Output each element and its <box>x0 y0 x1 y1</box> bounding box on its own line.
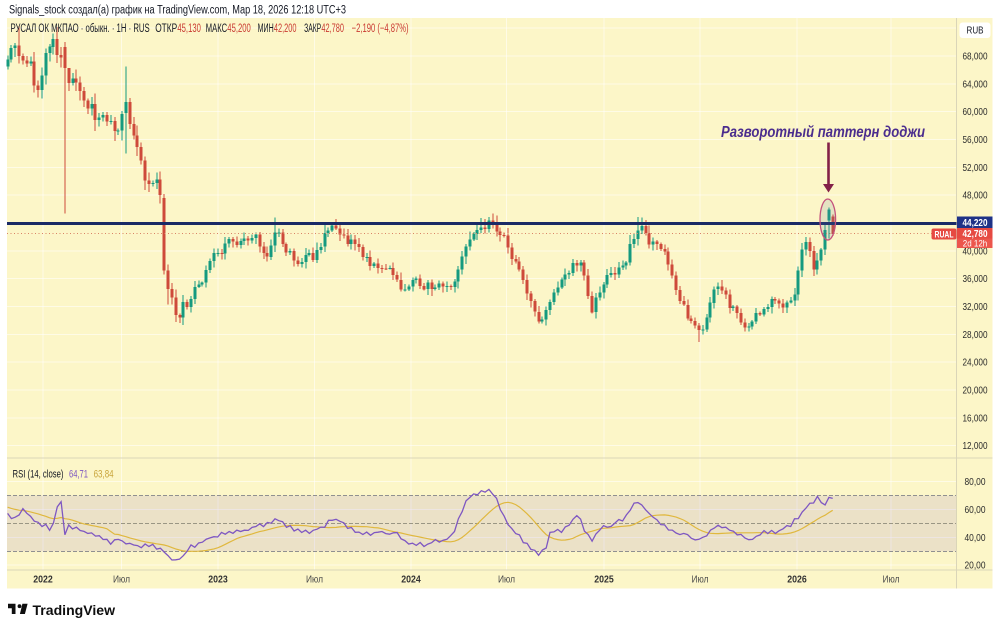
svg-text:2023: 2023 <box>208 574 228 586</box>
svg-text:RUB: RUB <box>967 25 984 37</box>
svg-text:RSI (14, close): RSI (14, close) <box>13 469 64 481</box>
svg-text:52,000: 52,000 <box>963 162 988 174</box>
svg-text:60,00: 60,00 <box>965 504 986 516</box>
svg-text:−2,190 (−4,87%): −2,190 (−4,87%) <box>352 23 409 35</box>
svg-text:24,000: 24,000 <box>963 357 988 369</box>
svg-text:2d 12h: 2d 12h <box>963 238 988 249</box>
svg-text:45,130: 45,130 <box>177 23 201 35</box>
svg-text:42,780: 42,780 <box>963 228 988 240</box>
svg-text:44,220: 44,220 <box>963 217 988 229</box>
svg-text:32,000: 32,000 <box>963 301 988 313</box>
svg-text:Разворотный паттерн доджи: Разворотный паттерн доджи <box>721 124 925 141</box>
svg-text:Июл: Июл <box>113 574 130 586</box>
svg-text:60,000: 60,000 <box>963 106 988 118</box>
svg-text:68,000: 68,000 <box>963 51 988 63</box>
svg-text:Июл: Июл <box>883 574 900 586</box>
svg-text:Июл: Июл <box>498 574 515 586</box>
svg-text:МИН: МИН <box>258 23 274 35</box>
svg-text:16,000: 16,000 <box>963 412 988 424</box>
svg-text:20,000: 20,000 <box>963 385 988 397</box>
svg-text:2026: 2026 <box>787 574 807 586</box>
svg-text:Signals_stock создал(а) график: Signals_stock создал(а) график на Tradin… <box>9 4 346 16</box>
svg-text:45,200: 45,200 <box>227 23 251 35</box>
svg-text:ЗАКР: ЗАКР <box>304 23 321 35</box>
svg-text:RUAL: RUAL <box>935 230 954 241</box>
svg-text:ОТКР: ОТКР <box>155 23 177 35</box>
svg-text:80,00: 80,00 <box>965 476 986 488</box>
svg-text:36,000: 36,000 <box>963 273 988 285</box>
svg-text:12,000: 12,000 <box>963 440 988 452</box>
svg-text:28,000: 28,000 <box>963 329 988 341</box>
svg-text:Июл: Июл <box>692 574 709 586</box>
svg-text:42,780: 42,780 <box>321 23 344 35</box>
svg-text:64,000: 64,000 <box>963 78 988 90</box>
svg-text:2024: 2024 <box>401 574 421 586</box>
svg-text:40,00: 40,00 <box>965 532 986 544</box>
svg-text:20,00: 20,00 <box>965 560 986 572</box>
svg-text:48,000: 48,000 <box>963 190 988 202</box>
svg-text:2022: 2022 <box>33 574 53 586</box>
svg-text:40,000: 40,000 <box>963 245 988 257</box>
svg-text:63,84: 63,84 <box>94 469 114 481</box>
svg-text:Июл: Июл <box>306 574 323 586</box>
svg-text:МАКС: МАКС <box>206 23 227 35</box>
svg-text:TradingView: TradingView <box>33 602 116 618</box>
svg-text:56,000: 56,000 <box>963 134 988 146</box>
svg-text:42,200: 42,200 <box>274 23 297 35</box>
svg-text:РУСАЛ ОК МКПАО · обыкн. · 1Н ·: РУСАЛ ОК МКПАО · обыкн. · 1Н · RUS <box>11 23 150 35</box>
svg-text:64,71: 64,71 <box>69 469 88 481</box>
svg-text:2025: 2025 <box>594 574 614 586</box>
